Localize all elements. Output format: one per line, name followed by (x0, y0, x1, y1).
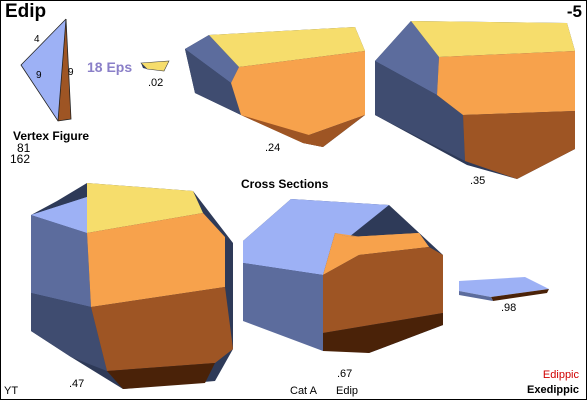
cross-section-98: .98 (459, 277, 549, 313)
section-label-47: .47 (69, 378, 84, 390)
cross-section-24: .24 (185, 27, 365, 154)
vertex-count: 81 (17, 141, 31, 155)
section-label-02: .02 (148, 77, 163, 89)
short-name-label: Edip (336, 385, 359, 397)
page-title: Edip (5, 1, 47, 22)
vertex-figure-edge-top: 4 (34, 34, 40, 45)
section-label-98: .98 (501, 302, 516, 313)
full-name-label: Edippic (542, 369, 579, 381)
section-label-24: .24 (265, 142, 280, 154)
category-label: Cat A (290, 385, 317, 397)
eps-label: 18 Eps (87, 59, 133, 75)
cross-section-67: .67 (243, 199, 443, 380)
footer-left-label: YT (4, 385, 19, 397)
cross-section-47: .47 (31, 183, 233, 390)
cross-section-02: .02 (140, 60, 170, 89)
vertex-figure-label: Vertex Figure (13, 129, 90, 143)
vertex-figure: 4 9 9 (20, 18, 74, 122)
cross-section-35: .35 (375, 21, 575, 187)
dimension-label: -5 (566, 2, 582, 21)
edge-count: 162 (10, 152, 31, 166)
vertex-figure-edge-left: 9 (36, 70, 42, 81)
cross-sections-title: Cross Sections (241, 177, 329, 191)
vertex-figure-edge-right: 9 (68, 67, 74, 78)
vertex-figure-front-face (21, 19, 66, 121)
vertex-figure-side-face (58, 19, 71, 121)
section-label-35: .35 (470, 175, 485, 187)
section-label-67: .67 (337, 368, 352, 380)
exe-name-label: Exedippic (527, 384, 579, 396)
